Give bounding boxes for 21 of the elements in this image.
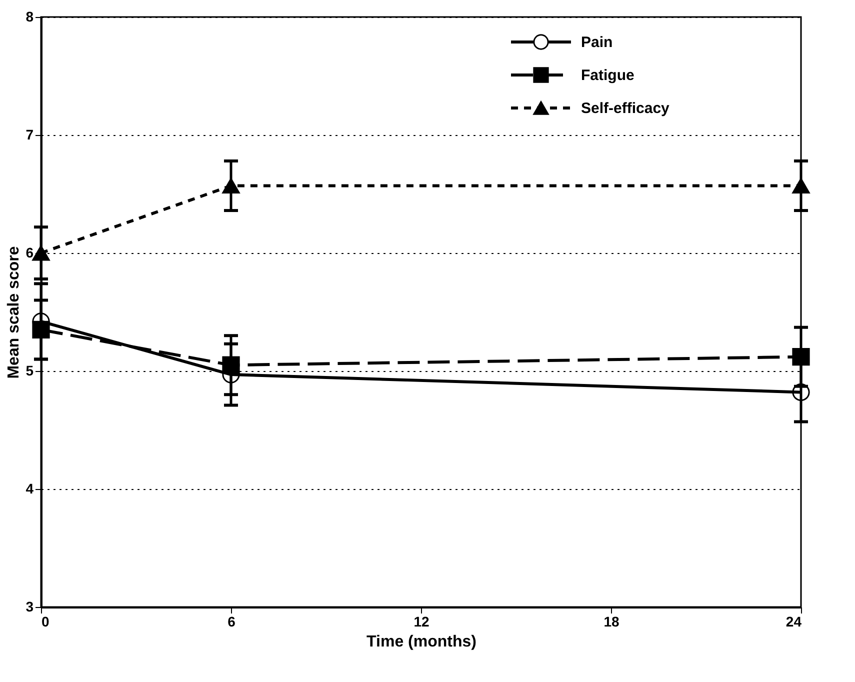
legend-label: Fatigue: [581, 67, 634, 84]
x-tick-label: 12: [414, 614, 430, 630]
x-tick-label: 0: [42, 614, 50, 630]
point: [792, 383, 810, 402]
y-tick-label: 5: [26, 362, 34, 378]
point: [222, 178, 240, 194]
y-tick-label: 7: [26, 126, 34, 142]
point: [792, 348, 810, 366]
legend-label: Self-efficacy: [581, 100, 670, 117]
legend-label: Pain: [581, 34, 613, 51]
x-tick-label: 6: [228, 614, 236, 630]
x-axis-title: Time (months): [366, 634, 476, 650]
y-tick-label: 3: [26, 598, 34, 614]
point: [32, 245, 50, 261]
y-tick-label: 6: [26, 244, 34, 260]
y-tick-label: 4: [26, 480, 34, 496]
y-tick-label: 8: [26, 8, 34, 24]
x-tick-label: 18: [604, 614, 620, 630]
point: [792, 178, 810, 194]
x-tick-label: 24: [786, 614, 802, 630]
y-axis-title: Mean scale score: [6, 246, 23, 379]
